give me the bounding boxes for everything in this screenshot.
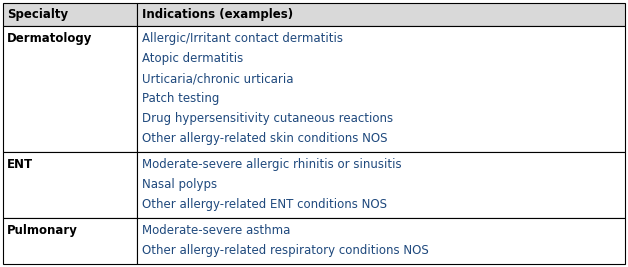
Text: Drug hypersensitivity cutaneous reactions: Drug hypersensitivity cutaneous reaction… [142,112,393,125]
Bar [137,152,625,218]
Text: Dermatology: Dermatology [7,32,92,45]
Text: Other allergy-related ENT conditions NOS: Other allergy-related ENT conditions NOS [142,198,387,211]
Text: Nasal polyps: Nasal polyps [142,178,217,191]
Text: Other allergy-related respiratory conditions NOS: Other allergy-related respiratory condit… [142,244,428,257]
Bar [3,152,137,218]
Text: Pulmonary: Pulmonary [7,225,78,237]
Text: Moderate-severe asthma: Moderate-severe asthma [142,225,290,237]
Bar [3,3,137,26]
Text: Patch testing: Patch testing [142,92,219,105]
Text: Moderate-severe allergic rhinitis or sinusitis: Moderate-severe allergic rhinitis or sin… [142,158,401,171]
Bar [137,218,625,264]
Bar [137,26,625,152]
Bar [137,3,625,26]
Bar [3,218,137,264]
Text: Indications (examples): Indications (examples) [142,8,293,21]
Text: Specialty: Specialty [7,8,68,21]
Text: Urticaria/chronic urticaria: Urticaria/chronic urticaria [142,72,293,85]
Text: ENT: ENT [7,158,33,171]
Text: Allergic/Irritant contact dermatitis: Allergic/Irritant contact dermatitis [142,32,343,45]
Text: Other allergy-related skin conditions NOS: Other allergy-related skin conditions NO… [142,132,387,145]
Text: Atopic dermatitis: Atopic dermatitis [142,52,243,65]
Bar [3,26,137,152]
